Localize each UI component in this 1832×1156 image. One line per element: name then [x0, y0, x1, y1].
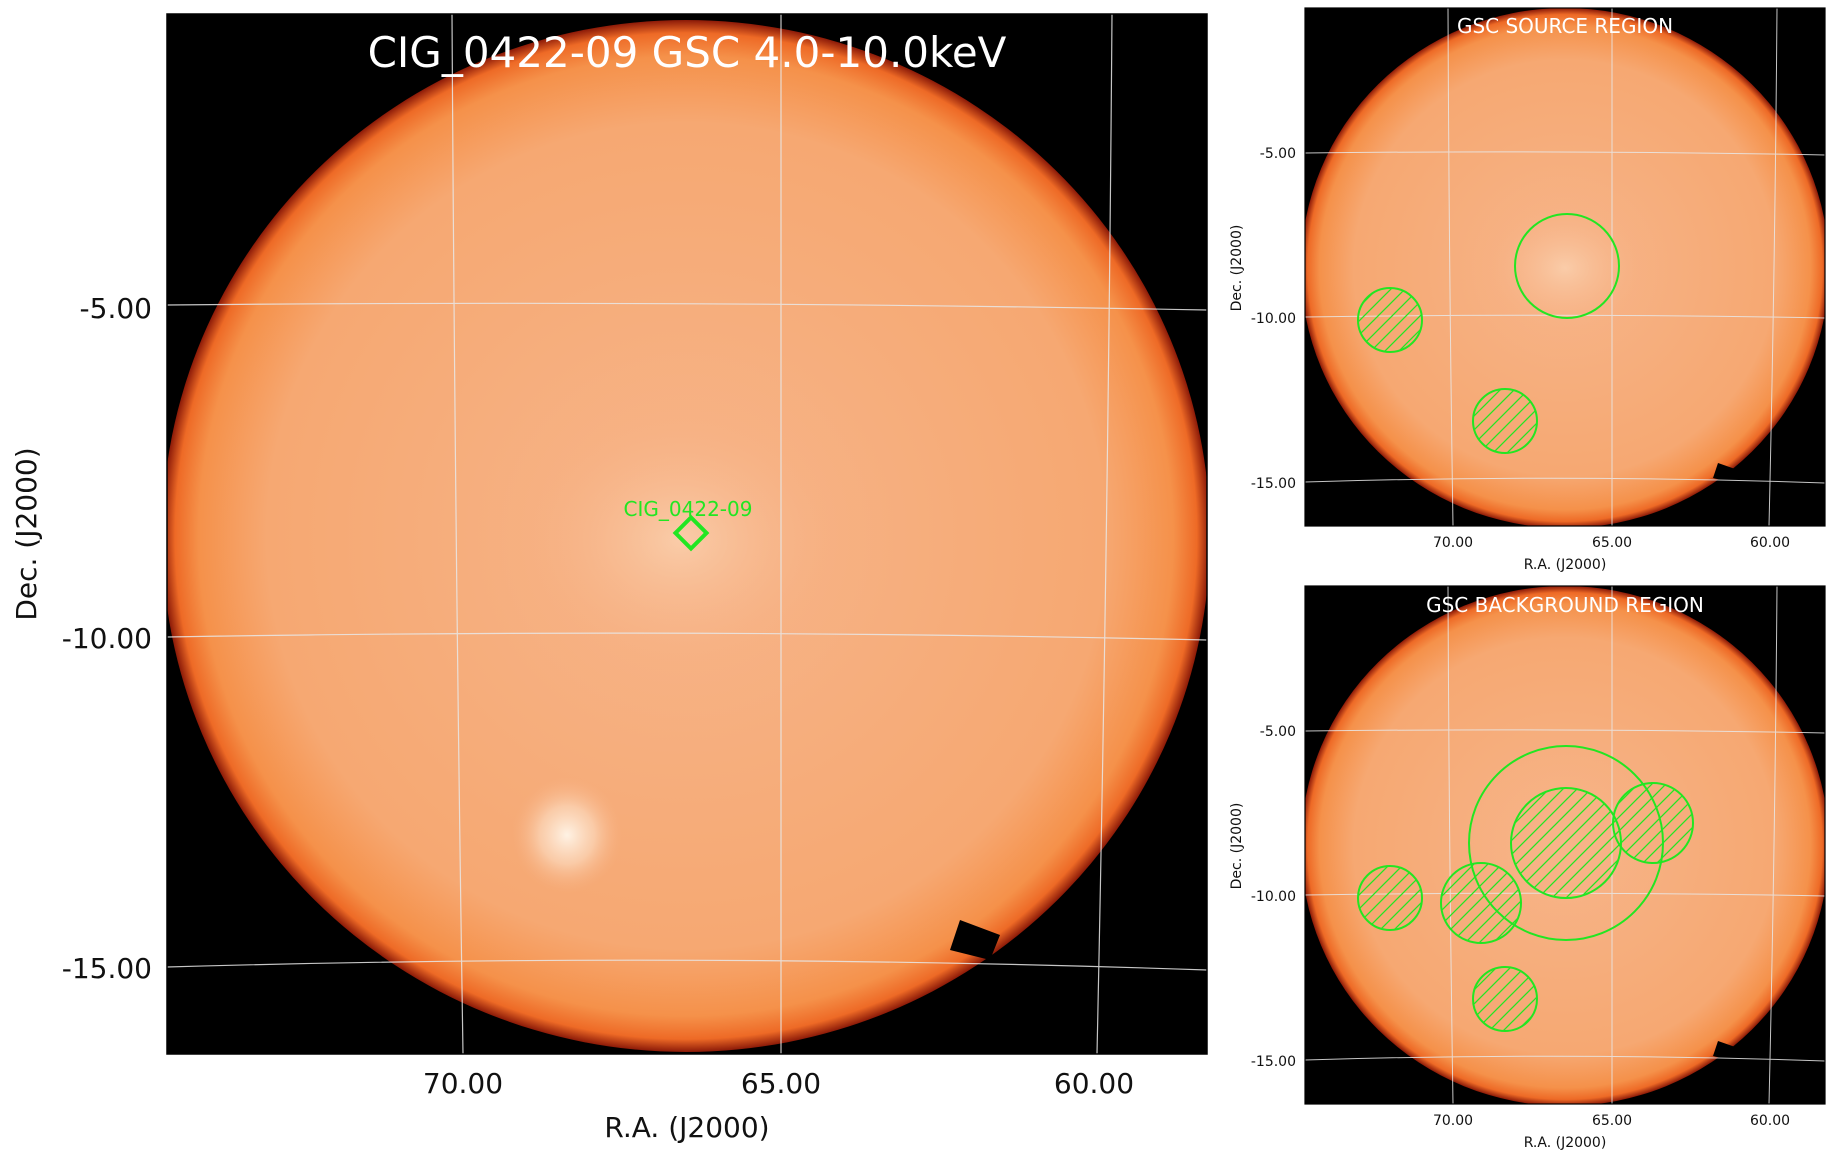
main-image	[167, 14, 1207, 1054]
main-xtick-70: 70.00	[423, 1067, 503, 1100]
source-label: CIG_0422-09	[624, 497, 753, 521]
excluded-region-1	[1357, 287, 1423, 353]
background-excluded-left-1	[1357, 865, 1423, 931]
source-panel-grid	[1305, 8, 1825, 526]
source-panel-frame	[1304, 7, 1826, 527]
background-ytick-5: -5.00	[1260, 724, 1296, 740]
main-grid	[167, 14, 1207, 1054]
background-panel-title: GSC BACKGROUND REGION	[1426, 593, 1704, 617]
background-ytick-15: -15.00	[1251, 1054, 1296, 1070]
background-panel-frame	[1304, 585, 1826, 1105]
source-panel-ylabel: Dec. (J2000)	[1229, 225, 1245, 312]
main-panel: CIG_0422-09 GSC 4.0-10.0keV CIG_0422-09 …	[10, 13, 1208, 1144]
main-xtick-60: 60.00	[1054, 1067, 1134, 1100]
source-ytick-15: -15.00	[1251, 476, 1296, 492]
main-ytick-5: -5.00	[80, 292, 152, 325]
background-panel-xlabel: R.A. (J2000)	[1524, 1135, 1607, 1151]
main-ylabel: Dec. (J2000)	[10, 447, 43, 620]
background-xtick-60: 60.00	[1750, 1113, 1790, 1129]
source-region-panel: GSC SOURCE REGION 70.00 65.00 60.00 -5.0…	[1229, 7, 1826, 573]
background-panel-ylabel: Dec. (J2000)	[1229, 803, 1245, 890]
background-panel-image	[1305, 586, 1825, 1104]
source-panel-glow	[1490, 208, 1640, 328]
source-panel-xlabel: R.A. (J2000)	[1524, 557, 1607, 573]
source-region-circle	[1514, 213, 1620, 319]
main-xlabel: R.A. (J2000)	[604, 1111, 769, 1144]
background-excluded-bottom	[1472, 966, 1538, 1032]
main-bright-blob	[512, 777, 622, 893]
background-excluded-right	[1612, 782, 1694, 864]
main-xtick-65: 65.00	[741, 1067, 821, 1100]
background-ytick-10: -10.00	[1251, 889, 1296, 905]
source-ytick-5: -5.00	[1260, 146, 1296, 162]
source-ytick-10: -10.00	[1251, 311, 1296, 327]
source-xtick-70: 70.00	[1433, 535, 1473, 551]
background-excluded-left-2	[1440, 862, 1522, 944]
main-title: CIG_0422-09 GSC 4.0-10.0keV	[368, 28, 1007, 77]
main-field-notch	[950, 920, 1000, 960]
background-panel-notch	[1713, 1041, 1738, 1061]
source-diamond-marker	[672, 514, 710, 552]
source-panel-notch	[1713, 463, 1738, 483]
source-panel-title: GSC SOURCE REGION	[1457, 14, 1673, 38]
source-panel-image	[1305, 8, 1825, 526]
main-ytick-10: -10.00	[62, 622, 152, 655]
background-xtick-65: 65.00	[1592, 1113, 1632, 1129]
source-xtick-65: 65.00	[1592, 535, 1632, 551]
background-xtick-70: 70.00	[1433, 1113, 1473, 1129]
background-region-panel: GSC BACKGROUND REGION 70.00 65.00 60.00 …	[1229, 585, 1826, 1151]
background-excluded-center	[1510, 787, 1622, 899]
main-frame	[166, 13, 1208, 1055]
main-ytick-15: -15.00	[62, 952, 152, 985]
source-xtick-60: 60.00	[1750, 535, 1790, 551]
excluded-region-2	[1472, 388, 1538, 454]
